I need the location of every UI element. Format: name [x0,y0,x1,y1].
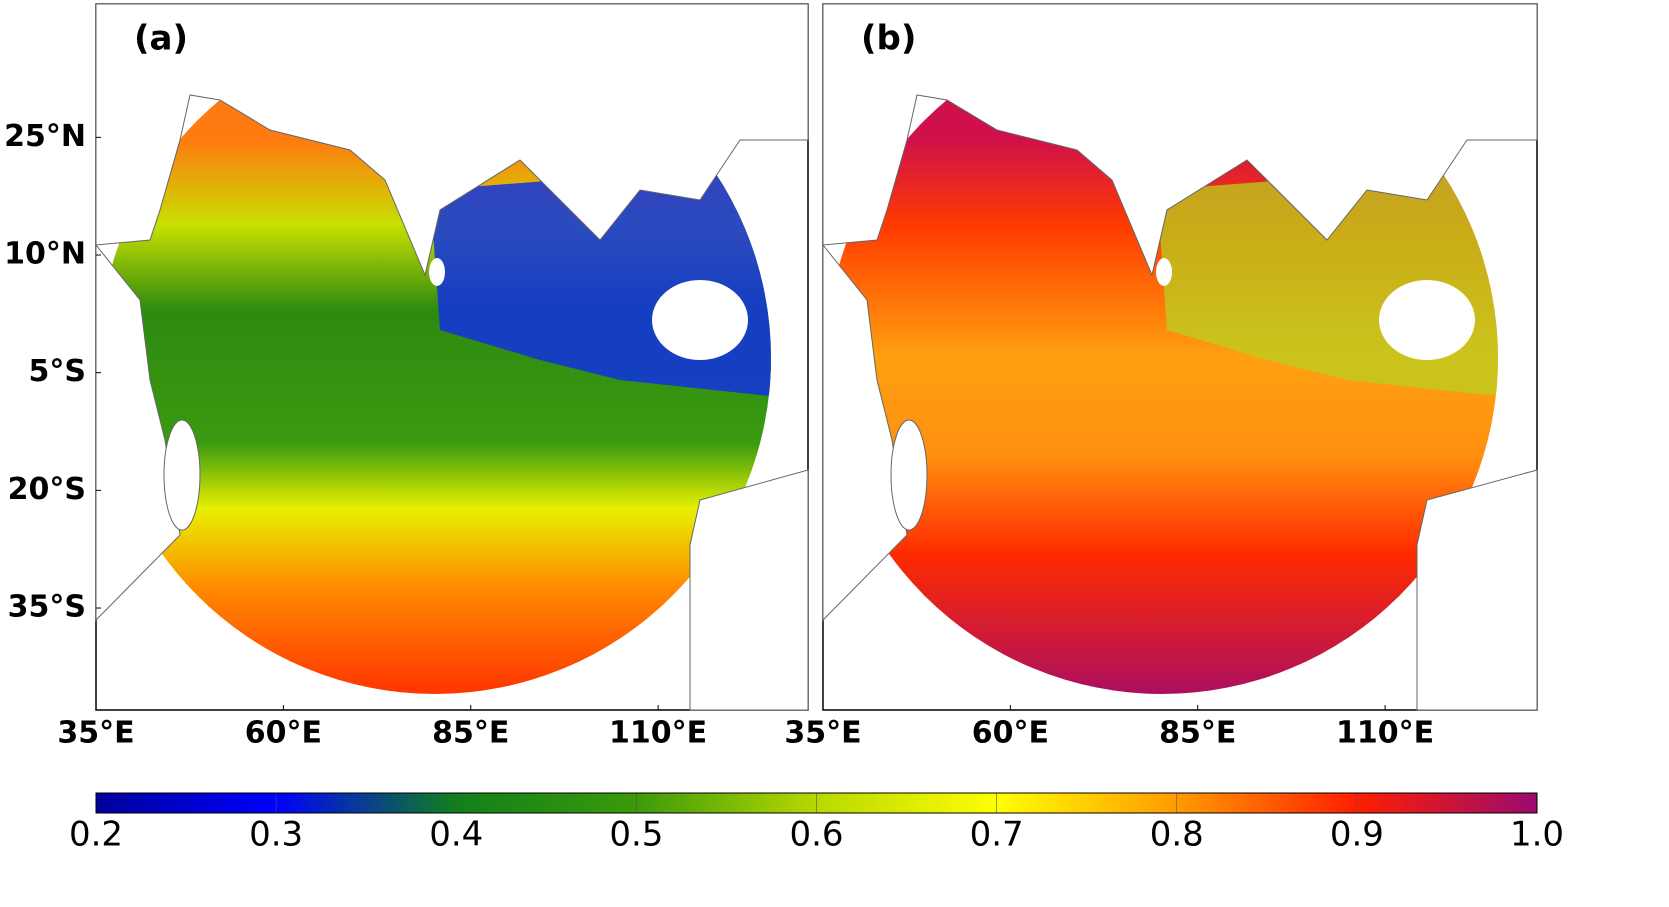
x-tick-label: 85°E [432,716,509,751]
y-tick-label: 35°S [8,590,86,625]
land [689,469,809,711]
panel-label: (a) [134,19,188,59]
y-tick-label: 25°N [4,119,86,154]
colorbar-tick-label: 0.2 [69,815,123,855]
land [1379,280,1475,360]
land [429,258,445,286]
map-panel: (a) [95,3,809,711]
y-tick-label: 20°S [8,472,86,507]
x-tick-label: 110°E [1336,716,1434,751]
land [95,243,181,622]
colorbar-tick-label: 0.9 [1330,815,1384,855]
land [652,280,748,360]
land [1156,258,1172,286]
colorbar-tick-label: 1.0 [1510,815,1564,855]
x-tick-label: 60°E [245,716,322,751]
x-tick-label: 35°E [784,716,861,751]
x-tick-label: 85°E [1159,716,1236,751]
colorbar-tick-label: 0.3 [249,815,303,855]
land [1416,469,1538,711]
colorbar-tick-label: 0.8 [1150,815,1204,855]
x-tick-label: 35°E [57,716,134,751]
land [822,243,908,622]
land [95,3,809,277]
colorbar-tick-label: 0.5 [609,815,663,855]
map-panel: (b) [822,3,1538,711]
land [822,3,1538,277]
land [163,419,201,531]
colorbar-tick-label: 0.7 [970,815,1024,855]
colorbar-frame [95,792,1538,814]
y-tick-label: 5°S [29,354,86,389]
panel-label: (b) [861,19,916,59]
colorbar-tick-label: 0.4 [429,815,483,855]
y-tick-label: 10°N [4,237,86,272]
land [890,419,928,531]
x-tick-label: 60°E [972,716,1049,751]
x-tick-label: 110°E [609,716,707,751]
colorbar-tick-label: 0.6 [789,815,843,855]
